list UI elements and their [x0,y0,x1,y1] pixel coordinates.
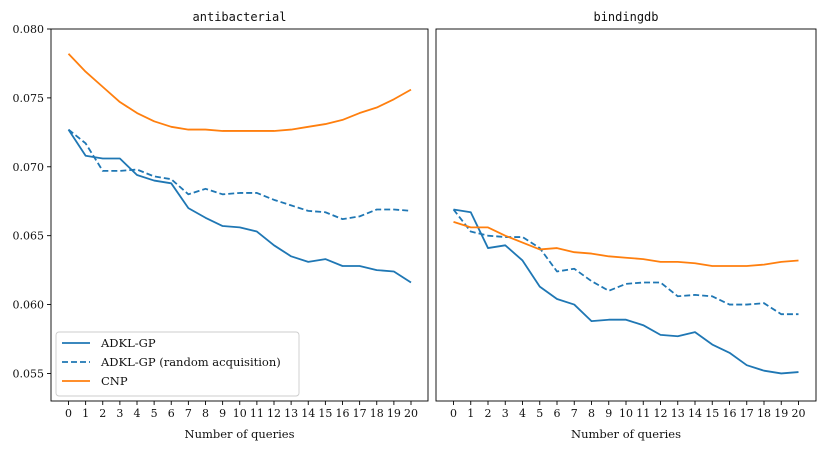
x-tick-label: 14 [688,407,702,420]
x-tick-label: 16 [336,407,350,420]
x-tick-label: 8 [588,407,595,420]
x-tick-label: 10 [233,407,247,420]
series-group [452,208,799,375]
x-tick-label: 14 [301,407,315,420]
x-axis: 0 1 2 3 4 5 6 7 8 9 10 11 12 13 14 15 16 17 18 19 20 [65,401,418,420]
x-tick-label: 2 [99,407,106,420]
y-tick-label: 0.065 [13,230,45,243]
y-axis: 0.055 0.060 0.065 0.070 0.075 0.080 [13,23,51,380]
x-tick-label: 1 [82,407,89,420]
x-tick-label: 19 [387,407,401,420]
x-axis-label: Number of queries [571,427,681,441]
series-line-cnp [67,53,412,132]
x-tick-label: 13 [671,407,685,420]
x-tick-label: 7 [571,407,578,420]
panel-antibacterial: antibacterial 0.0550.0600.0650.0700.0750… [13,10,429,441]
x-tick-label: 7 [185,407,192,420]
x-tick-label: 15 [705,407,719,420]
x-tick-label: 13 [284,407,298,420]
series-line-cnp [453,221,799,267]
x-tick-label: 5 [151,407,158,420]
x-tick-label: 17 [740,407,754,420]
x-tick-label: 0 [450,407,457,420]
x-tick-label: 0 [65,407,72,420]
y-tick-label: 0.075 [13,92,45,105]
x-tick-label: 9 [605,407,612,420]
y-tick-label: 0.060 [13,299,45,312]
x-tick-label: 17 [353,407,367,420]
x-tick-label: 9 [219,407,226,420]
x-tick-label: 19 [774,407,788,420]
series-line-adkl-gp-random-acquisition [452,208,799,316]
x-tick-label: 16 [723,407,737,420]
x-axis-label: Number of queries [185,427,295,441]
legend-label-cnp: CNP [101,374,128,388]
x-axis: 0 1 2 3 4 5 6 7 8 9 10 11 12 13 14 15 16 17 18 19 20 [450,401,806,420]
y-tick-label: 0.070 [13,161,45,174]
x-tick-label: 4 [134,407,141,420]
x-tick-label: 12 [267,407,281,420]
panel-title: bindingdb [593,10,658,24]
x-tick-label: 6 [554,407,561,420]
x-tick-label: 11 [250,407,264,420]
legend-box [55,331,300,397]
x-tick-label: 15 [318,407,332,420]
series-group [67,53,412,284]
x-tick-label: 10 [619,407,633,420]
x-tick-label: 6 [168,407,175,420]
x-tick-label: 20 [404,407,418,420]
x-tick-label: 1 [467,407,474,420]
x-tick-label: 3 [116,407,123,420]
legend-label-adkl-gp: ADKL-GP [100,336,156,350]
y-tick-label: 0.080 [13,23,45,36]
x-tick-label: 4 [519,407,526,420]
legend-label-adkl-gp-random: ADKL-GP (random acquisition) [100,355,281,369]
x-tick-label: 5 [536,407,543,420]
x-tick-label: 2 [485,407,492,420]
y-tick-label: 0.055 [13,367,45,380]
panel-bindingdb: bindingdb 0 1 2 3 4 5 6 7 8 9 10 11 12 13 14 15 16 17 18 19… [435,10,817,441]
x-tick-label: 11 [636,407,650,420]
panel-frame [435,28,817,402]
x-tick-label: 3 [502,407,509,420]
x-tick-label: 8 [202,407,209,420]
legend: ADKL-GP ADKL-GP (random acquisition) CNP [55,331,300,397]
x-tick-label: 18 [370,407,384,420]
x-tick-label: 18 [757,407,771,420]
series-line-adkl-gp-random-acquisition [67,128,412,221]
x-tick-label: 20 [792,407,806,420]
x-tick-label: 12 [654,407,668,420]
series-line-adkl-gp [453,208,799,375]
series-line-adkl-gp [67,129,412,284]
panel-title: antibacterial [193,10,287,24]
